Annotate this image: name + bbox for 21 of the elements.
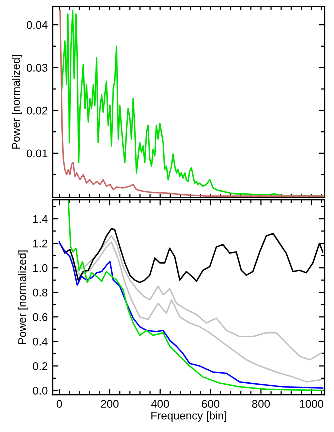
y-tick-label: 0.6: [33, 313, 48, 322]
x-axis-title: Frequency [bin]: [152, 412, 226, 422]
y-tick-label: 0.04: [26, 21, 48, 30]
y-tick-label: 0.8: [33, 288, 48, 297]
x-tick-label: 1000: [300, 400, 324, 408]
x-tick-label: 600: [202, 400, 220, 408]
y-tick-label: 0.02: [26, 106, 48, 115]
y-tick-label: 0.2: [33, 362, 48, 370]
y-tick-label: 0.03: [26, 64, 48, 72]
x-tick-label: 200: [101, 400, 119, 408]
x-tick-label: 800: [252, 400, 270, 408]
y-tick-label: 0.01: [26, 150, 48, 158]
x-tick-label: 0: [56, 400, 62, 408]
y-tick-label: 1.4: [34, 215, 48, 224]
y-tick-label: 0.0: [33, 386, 48, 395]
y-axis-title: Power [normalized]: [18, 250, 29, 344]
y-tick-label: 0.4: [33, 338, 48, 346]
y-tick-label: 1.2: [34, 240, 48, 248]
x-tick-label: 400: [151, 400, 170, 408]
y-axis-title: Power [normalized]: [12, 56, 22, 149]
y-tick-label: 1.0: [34, 264, 48, 272]
